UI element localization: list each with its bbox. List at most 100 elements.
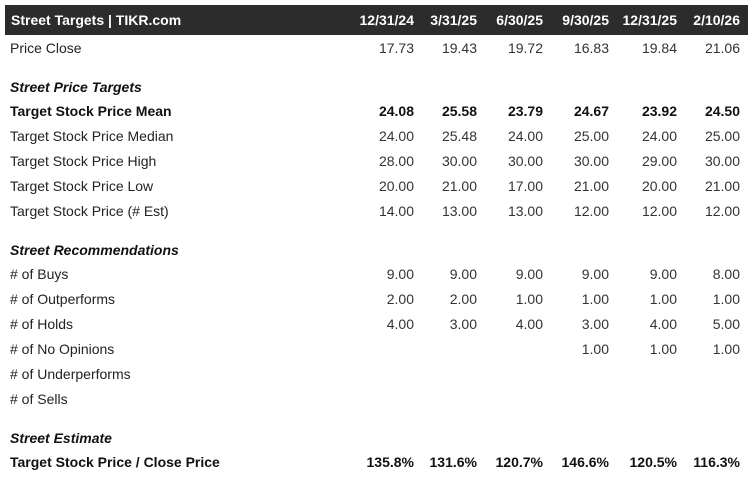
- cell-value: 4.00: [649, 316, 677, 332]
- cell-value: 1.00: [515, 291, 543, 307]
- cell-value: 20.00: [378, 178, 414, 194]
- table-row: Target Stock Price (# Est) 14.00 13.00 1…: [0, 199, 748, 224]
- cell-value: 21.00: [573, 178, 609, 194]
- cell-value: 2.00: [449, 291, 477, 307]
- cell-value: 19.43: [441, 40, 477, 56]
- cell-value: 19.72: [507, 40, 543, 56]
- cell-value: 17.00: [507, 178, 543, 194]
- row-label: # of No Opinions: [10, 341, 115, 357]
- cell-value: 25.00: [704, 128, 740, 144]
- column-header[interactable]: 9/30/25: [562, 12, 609, 28]
- cell-value: 9.00: [449, 266, 477, 282]
- table-row: Target Stock Price Median 24.00 25.48 24…: [0, 124, 748, 149]
- table-header: Street Targets | TIKR.com 12/31/24 3/31/…: [5, 5, 748, 35]
- cell-value: 30.00: [441, 153, 477, 169]
- cell-value: 25.58: [441, 103, 477, 119]
- column-header[interactable]: 2/10/26: [693, 12, 740, 28]
- row-label: Target Stock Price Low: [10, 178, 154, 194]
- cell-value: 9.00: [386, 266, 414, 282]
- column-header[interactable]: 3/31/25: [430, 12, 477, 28]
- cell-value: 30.00: [573, 153, 609, 169]
- cell-value: 2.00: [386, 291, 414, 307]
- row-label: Target Stock Price / Close Price: [10, 454, 220, 470]
- cell-value: 29.00: [641, 153, 677, 169]
- cell-value: 21.00: [441, 178, 477, 194]
- cell-value: 1.00: [649, 341, 677, 357]
- cell-value: 12.00: [704, 203, 740, 219]
- cell-value: 120.7%: [495, 454, 543, 470]
- cell-value: 12.00: [573, 203, 609, 219]
- table-row: # of Holds 4.00 3.00 4.00 3.00 4.00 5.00: [0, 312, 748, 337]
- cell-value: 25.00: [573, 128, 609, 144]
- cell-value: 24.50: [704, 103, 740, 119]
- cell-value: 25.48: [441, 128, 477, 144]
- row-label: # of Underperforms: [10, 366, 131, 382]
- cell-value: 4.00: [515, 316, 543, 332]
- cell-value: 20.00: [641, 178, 677, 194]
- table-row: Price Close 17.73 19.43 19.72 16.83 19.8…: [0, 36, 748, 61]
- cell-value: 12.00: [641, 203, 677, 219]
- cell-value: 8.00: [712, 266, 740, 282]
- table-row: Target Stock Price High 28.00 30.00 30.0…: [0, 149, 748, 174]
- cell-value: 120.5%: [629, 454, 677, 470]
- row-label: Price Close: [10, 40, 82, 56]
- table-row: # of No Opinions 1.00 1.00 1.00: [0, 337, 748, 362]
- table-row: # of Sells: [0, 387, 748, 412]
- cell-value: 24.00: [378, 128, 414, 144]
- cell-value: 1.00: [581, 341, 609, 357]
- column-header[interactable]: 12/31/25: [622, 12, 678, 28]
- row-label: Target Stock Price (# Est): [10, 203, 169, 219]
- cell-value: 135.8%: [366, 454, 414, 470]
- cell-value: 14.00: [378, 203, 414, 219]
- cell-value: 146.6%: [561, 454, 609, 470]
- row-label: # of Outperforms: [10, 291, 116, 307]
- cell-value: 3.00: [581, 316, 609, 332]
- table-row: Target Stock Price / Close Price 135.8% …: [0, 450, 748, 475]
- cell-value: 24.00: [507, 128, 543, 144]
- cell-value: 9.00: [581, 266, 609, 282]
- cell-value: 17.73: [378, 40, 414, 56]
- cell-value: 19.84: [641, 40, 677, 56]
- cell-value: 28.00: [378, 153, 414, 169]
- section-heading-estimate: Street Estimate: [10, 430, 112, 446]
- cell-value: 30.00: [704, 153, 740, 169]
- row-label: Target Stock Price High: [10, 153, 157, 169]
- table-row: Target Stock Price Low 20.00 21.00 17.00…: [0, 174, 748, 199]
- cell-value: 9.00: [515, 266, 543, 282]
- cell-value: 4.00: [386, 316, 414, 332]
- row-label: # of Buys: [10, 266, 69, 282]
- row-label: # of Holds: [10, 316, 74, 332]
- cell-value: 1.00: [712, 291, 740, 307]
- cell-value: 13.00: [507, 203, 543, 219]
- cell-value: 23.79: [507, 103, 543, 119]
- cell-value: 131.6%: [429, 454, 477, 470]
- cell-value: 5.00: [712, 316, 740, 332]
- cell-value: 9.00: [649, 266, 677, 282]
- cell-value: 1.00: [649, 291, 677, 307]
- cell-value: 116.3%: [693, 454, 740, 470]
- cell-value: 23.92: [641, 103, 677, 119]
- section-heading-price-targets: Street Price Targets: [10, 79, 142, 95]
- row-label: Target Stock Price Mean: [10, 103, 172, 119]
- cell-value: 1.00: [712, 341, 740, 357]
- cell-value: 24.00: [641, 128, 677, 144]
- cell-value: 24.67: [573, 103, 609, 119]
- table-row: # of Underperforms: [0, 362, 748, 387]
- cell-value: 3.00: [449, 316, 477, 332]
- cell-value: 1.00: [581, 291, 609, 307]
- section-heading-recommendations: Street Recommendations: [10, 242, 179, 258]
- column-header[interactable]: 12/31/24: [359, 12, 415, 28]
- cell-value: 21.00: [704, 178, 740, 194]
- cell-value: 30.00: [507, 153, 543, 169]
- table-row: # of Outperforms 2.00 2.00 1.00 1.00 1.0…: [0, 287, 748, 312]
- table-row: Target Stock Price Mean 24.08 25.58 23.7…: [0, 99, 748, 124]
- cell-value: 24.08: [378, 103, 414, 119]
- table-title: Street Targets | TIKR.com: [11, 12, 182, 28]
- cell-value: 16.83: [573, 40, 609, 56]
- row-label: # of Sells: [10, 391, 68, 407]
- cell-value: 21.06: [704, 40, 740, 56]
- column-header[interactable]: 6/30/25: [496, 12, 543, 28]
- row-label: Target Stock Price Median: [10, 128, 174, 144]
- cell-value: 13.00: [441, 203, 477, 219]
